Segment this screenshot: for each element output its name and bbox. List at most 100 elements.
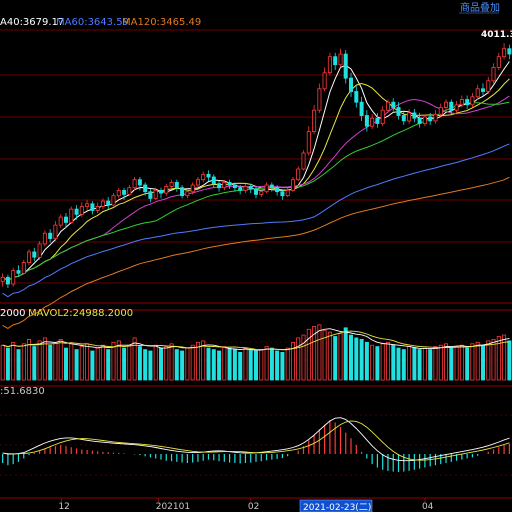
volume-bar	[206, 347, 211, 381]
candle	[132, 177, 137, 191]
candle	[417, 112, 422, 128]
candlestick-series	[0, 43, 512, 288]
volume-bar	[64, 347, 69, 381]
candle	[85, 199, 90, 211]
volume-bar	[385, 341, 390, 381]
volume-bar	[127, 344, 132, 381]
ma5-line	[2, 61, 510, 282]
candle	[64, 213, 69, 228]
candle	[190, 182, 195, 195]
volume-bar	[480, 344, 485, 381]
volume-bar	[16, 349, 21, 381]
volume-bar	[354, 337, 359, 381]
macd-lines	[2, 417, 510, 462]
volume-bar	[459, 344, 464, 381]
ma120-line	[2, 176, 510, 329]
ma40-label: A40:3679.17	[0, 17, 64, 28]
candle	[322, 67, 327, 92]
volume-bar	[338, 333, 343, 381]
candle	[264, 182, 269, 194]
volume-bar	[269, 347, 274, 381]
candle	[211, 174, 216, 188]
candle	[507, 44, 512, 60]
candle	[470, 92, 475, 108]
volume-bar	[190, 344, 195, 381]
volume-bar	[201, 340, 206, 381]
volume-bar	[195, 341, 200, 381]
candle	[407, 108, 412, 124]
candle	[195, 177, 200, 188]
candle	[148, 189, 153, 203]
candle	[0, 273, 5, 287]
candle	[201, 171, 206, 183]
volume-bar	[475, 341, 480, 381]
volume-bar	[412, 347, 417, 381]
candle	[401, 111, 406, 125]
candle	[79, 202, 84, 218]
candle	[158, 187, 163, 199]
overlay-button[interactable]: 商品叠加	[460, 1, 500, 14]
candle	[69, 206, 74, 224]
volume-bar	[306, 328, 311, 381]
candle	[16, 265, 21, 276]
volume-bar	[148, 350, 153, 381]
candle	[26, 249, 31, 266]
volume-bar	[132, 337, 137, 381]
volume-ma-lines	[2, 328, 510, 351]
candle	[491, 63, 496, 84]
volume-bar	[343, 327, 348, 381]
candle	[42, 230, 47, 247]
x-tick-label: 02	[248, 502, 259, 512]
candle	[412, 108, 417, 123]
candle	[338, 48, 343, 68]
volume-bar	[180, 350, 185, 381]
candle	[116, 187, 121, 199]
volume-bar	[122, 347, 127, 381]
candle	[480, 83, 485, 96]
volume-bar	[232, 349, 237, 381]
candle	[169, 179, 174, 190]
candle	[301, 150, 306, 171]
volume-bar	[433, 346, 438, 381]
volume-bar	[422, 347, 427, 381]
candle	[243, 183, 248, 194]
candle	[348, 72, 353, 97]
volume-bar	[449, 347, 454, 381]
macd-histogram	[2, 420, 510, 472]
volume-bar	[375, 346, 380, 381]
volume-bar	[164, 346, 169, 381]
candle	[486, 76, 491, 95]
candle	[375, 112, 380, 128]
volume-bar	[317, 324, 322, 381]
volume-bars	[0, 324, 512, 381]
volume-bar	[74, 349, 79, 381]
volume-bar	[21, 343, 26, 381]
volume-bar	[275, 350, 280, 381]
candle	[37, 241, 42, 260]
volume-bar	[264, 346, 269, 381]
volume-bar	[312, 325, 317, 381]
candle	[433, 110, 438, 124]
volume-bar	[217, 350, 222, 381]
volume-bar	[391, 344, 396, 381]
volume-bar	[111, 341, 116, 381]
candle	[32, 247, 37, 262]
candle	[127, 185, 132, 196]
candle	[48, 229, 53, 243]
volume-bar	[169, 343, 174, 381]
candle	[5, 274, 10, 288]
volume-bar	[280, 351, 285, 381]
candle	[253, 186, 258, 199]
volume-bar	[42, 337, 47, 381]
candle	[238, 185, 243, 195]
candle	[269, 182, 274, 192]
candle	[122, 187, 127, 200]
volume-bar	[90, 350, 95, 381]
ma60-line	[2, 143, 510, 298]
candle	[496, 52, 501, 71]
volume-bar	[496, 336, 501, 381]
candle	[465, 95, 470, 109]
volume-bar	[486, 340, 491, 381]
volume-bar	[491, 338, 496, 381]
